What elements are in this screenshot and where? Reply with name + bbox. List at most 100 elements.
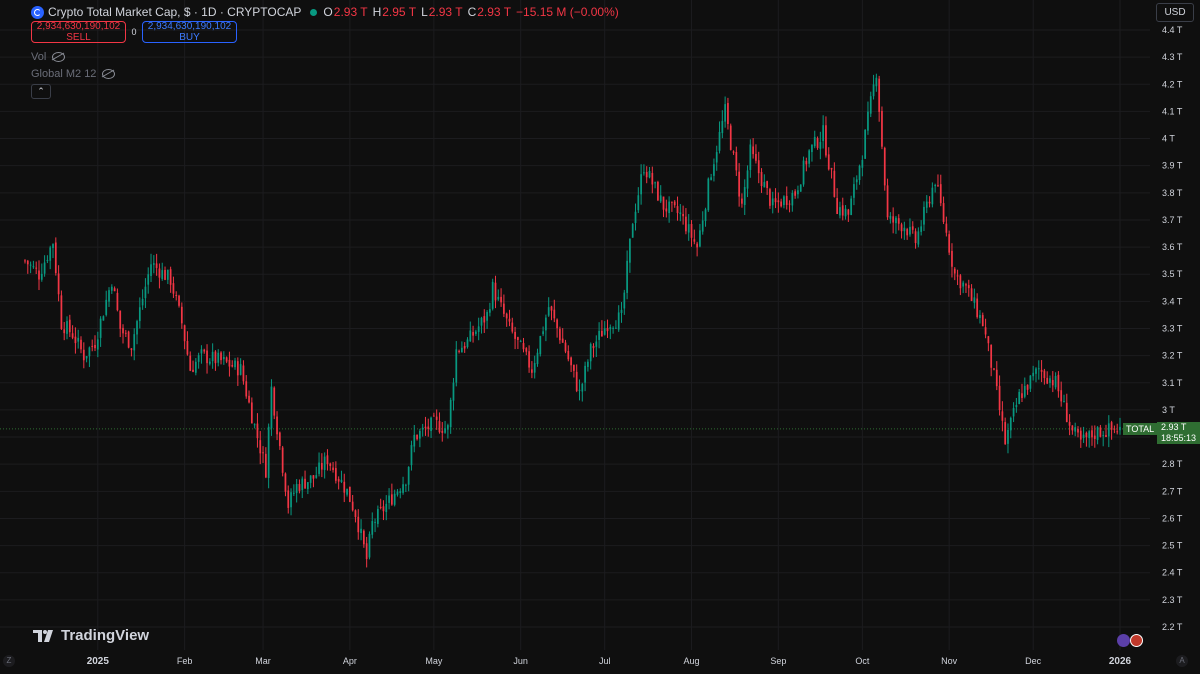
candle-body: [486, 312, 488, 321]
candle-body: [559, 328, 561, 341]
collapse-legend-button[interactable]: ⌃: [31, 84, 51, 99]
hidden-eye-icon[interactable]: [102, 69, 116, 79]
candle: [643, 164, 645, 176]
candle-body: [99, 318, 102, 338]
candle: [365, 536, 368, 568]
candle: [222, 351, 225, 365]
candle: [96, 331, 99, 358]
candle-body: [130, 348, 133, 350]
candle: [1051, 371, 1054, 393]
price-axis[interactable]: 4.4 T 4.3 T 4.2 T 4.1 T 4 T 3.9 T 3.8 T 3.7 T 3.…: [1162, 25, 1183, 632]
candle-body: [897, 218, 900, 224]
candle-body: [757, 160, 760, 174]
candle-body: [595, 341, 598, 347]
buy-button[interactable]: 2,934,630,190,102 BUY: [142, 21, 237, 43]
sell-button[interactable]: 2,934,630,190,102 SELL: [31, 21, 126, 43]
hidden-eye-icon[interactable]: [52, 52, 66, 62]
candle: [626, 250, 628, 300]
candle: [85, 355, 88, 363]
time-axis[interactable]: 2025 Feb Mar Apr May Jun Jul Aug Sep Oct Nov Dec 202…: [87, 656, 1132, 667]
candle-body: [214, 351, 217, 364]
symbol-title[interactable]: Crypto Total Market Cap, $ · 1D · CRYPTO…: [48, 5, 302, 19]
candle-body: [452, 382, 455, 401]
candle: [1037, 360, 1040, 380]
candle: [35, 261, 38, 275]
candle-body: [634, 211, 637, 223]
candle-body: [645, 172, 648, 178]
candle: [105, 290, 108, 317]
candle-body: [402, 484, 404, 493]
candle-body: [693, 239, 696, 242]
candle-body: [52, 244, 54, 249]
candle: [970, 284, 973, 302]
candle: [864, 129, 867, 160]
candle-body: [550, 306, 553, 311]
candle: [494, 275, 497, 309]
candle-body: [685, 216, 687, 232]
tradingview-logo[interactable]: TradingView: [33, 627, 149, 644]
candle: [208, 358, 211, 366]
candle-body: [318, 462, 320, 474]
candle-body: [802, 160, 805, 185]
candle-body: [615, 327, 617, 329]
candle: [847, 208, 850, 222]
candle-body: [234, 360, 236, 368]
x-tick-label: Jul: [599, 656, 611, 666]
candle: [738, 163, 740, 207]
candle-body: [284, 473, 287, 492]
y-tick-label: 3.9 T: [1162, 161, 1183, 171]
candle: [376, 505, 379, 528]
flash-badge-icon[interactable]: [1117, 634, 1130, 647]
buy-label: BUY: [179, 32, 200, 43]
candle: [545, 314, 547, 342]
candle: [326, 449, 329, 471]
candle-body: [984, 327, 987, 335]
candle-body: [337, 478, 340, 482]
candle-body: [777, 200, 780, 203]
candle: [973, 288, 976, 309]
indicator-global-m2[interactable]: Global M2 12: [31, 68, 116, 80]
candle: [763, 174, 766, 188]
y-tick-label: 2.3 T: [1162, 595, 1183, 605]
candle: [245, 375, 248, 399]
candle-body: [533, 363, 536, 373]
candle: [318, 452, 320, 477]
candle-body: [965, 284, 967, 286]
candle-body: [298, 484, 301, 491]
ohlc-high-value: 2.95 T: [382, 5, 417, 19]
candle: [270, 379, 273, 436]
candle-body: [682, 214, 684, 217]
candle-body: [987, 336, 990, 344]
candle: [998, 375, 1001, 416]
candle-body: [413, 434, 416, 447]
candle: [729, 123, 732, 151]
indicator-vol[interactable]: Vol: [31, 51, 66, 63]
candle-body: [1043, 370, 1046, 379]
candle: [158, 263, 161, 289]
candle: [1060, 381, 1063, 407]
zoom-toggle[interactable]: Z: [3, 655, 15, 667]
candle-body: [29, 264, 32, 266]
symbol-legend: Crypto Total Market Cap, $ · 1D · CRYPTO…: [31, 4, 624, 20]
candle: [253, 423, 256, 429]
auto-scale-toggle[interactable]: A: [1176, 655, 1188, 667]
change-value: −15.15 M (−0.00%): [516, 5, 619, 19]
candle-body: [679, 212, 682, 215]
candle: [606, 319, 609, 339]
candle: [290, 488, 292, 516]
candle: [710, 173, 712, 181]
candle: [620, 302, 623, 323]
candle: [573, 364, 575, 378]
candle-body: [517, 337, 519, 340]
candle-body: [942, 203, 945, 222]
candle-body: [766, 181, 769, 189]
candle: [298, 479, 301, 494]
candle-body: [461, 347, 463, 353]
candle-body: [609, 327, 612, 330]
candle: [200, 345, 203, 364]
us-flag-badge-icon[interactable]: [1130, 634, 1143, 647]
currency-selector[interactable]: USD: [1156, 3, 1194, 22]
candle-body: [1110, 422, 1113, 430]
candle-body: [746, 170, 749, 189]
